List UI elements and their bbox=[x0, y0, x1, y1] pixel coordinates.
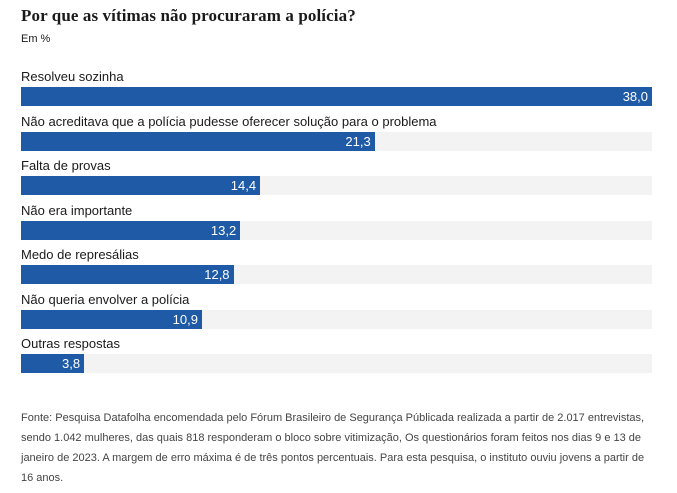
data-label: 14,4 bbox=[230, 178, 257, 193]
category-label: Medo de represálias bbox=[21, 247, 139, 262]
category-label: Outras respostas bbox=[21, 336, 120, 351]
bar bbox=[21, 87, 652, 106]
bar-chart: Resolveu sozinha 38,0 Não acreditava que a… bbox=[21, 69, 652, 373]
bar bbox=[21, 131, 375, 151]
data-label: 21,3 bbox=[345, 133, 371, 149]
data-label: 13,2 bbox=[210, 222, 237, 238]
bar bbox=[21, 309, 202, 329]
category-label: Falta de provas bbox=[21, 158, 111, 173]
category-label: Não era importante bbox=[21, 202, 133, 218]
data-label: 10,9 bbox=[172, 311, 198, 327]
bar-track bbox=[21, 354, 652, 373]
bar bbox=[21, 354, 85, 373]
category-label: Não acreditava que a polícia pudesse ofe… bbox=[21, 113, 437, 129]
chart-title: Por que as vítimas não procuraram a polí… bbox=[21, 6, 356, 25]
category-label: Não queria envolver a polícia bbox=[21, 291, 190, 307]
source-footnote: Fonte: Pesquisa Datafolha encomendada pe… bbox=[21, 412, 645, 484]
bar bbox=[21, 176, 261, 195]
chart-subtitle: Em % bbox=[21, 33, 51, 45]
bar bbox=[21, 220, 241, 240]
data-label: 12,8 bbox=[204, 267, 230, 282]
data-label: 3,8 bbox=[62, 356, 81, 371]
category-label: Resolveu sozinha bbox=[21, 69, 124, 84]
bar bbox=[21, 265, 234, 284]
data-label: 38,0 bbox=[622, 89, 648, 104]
